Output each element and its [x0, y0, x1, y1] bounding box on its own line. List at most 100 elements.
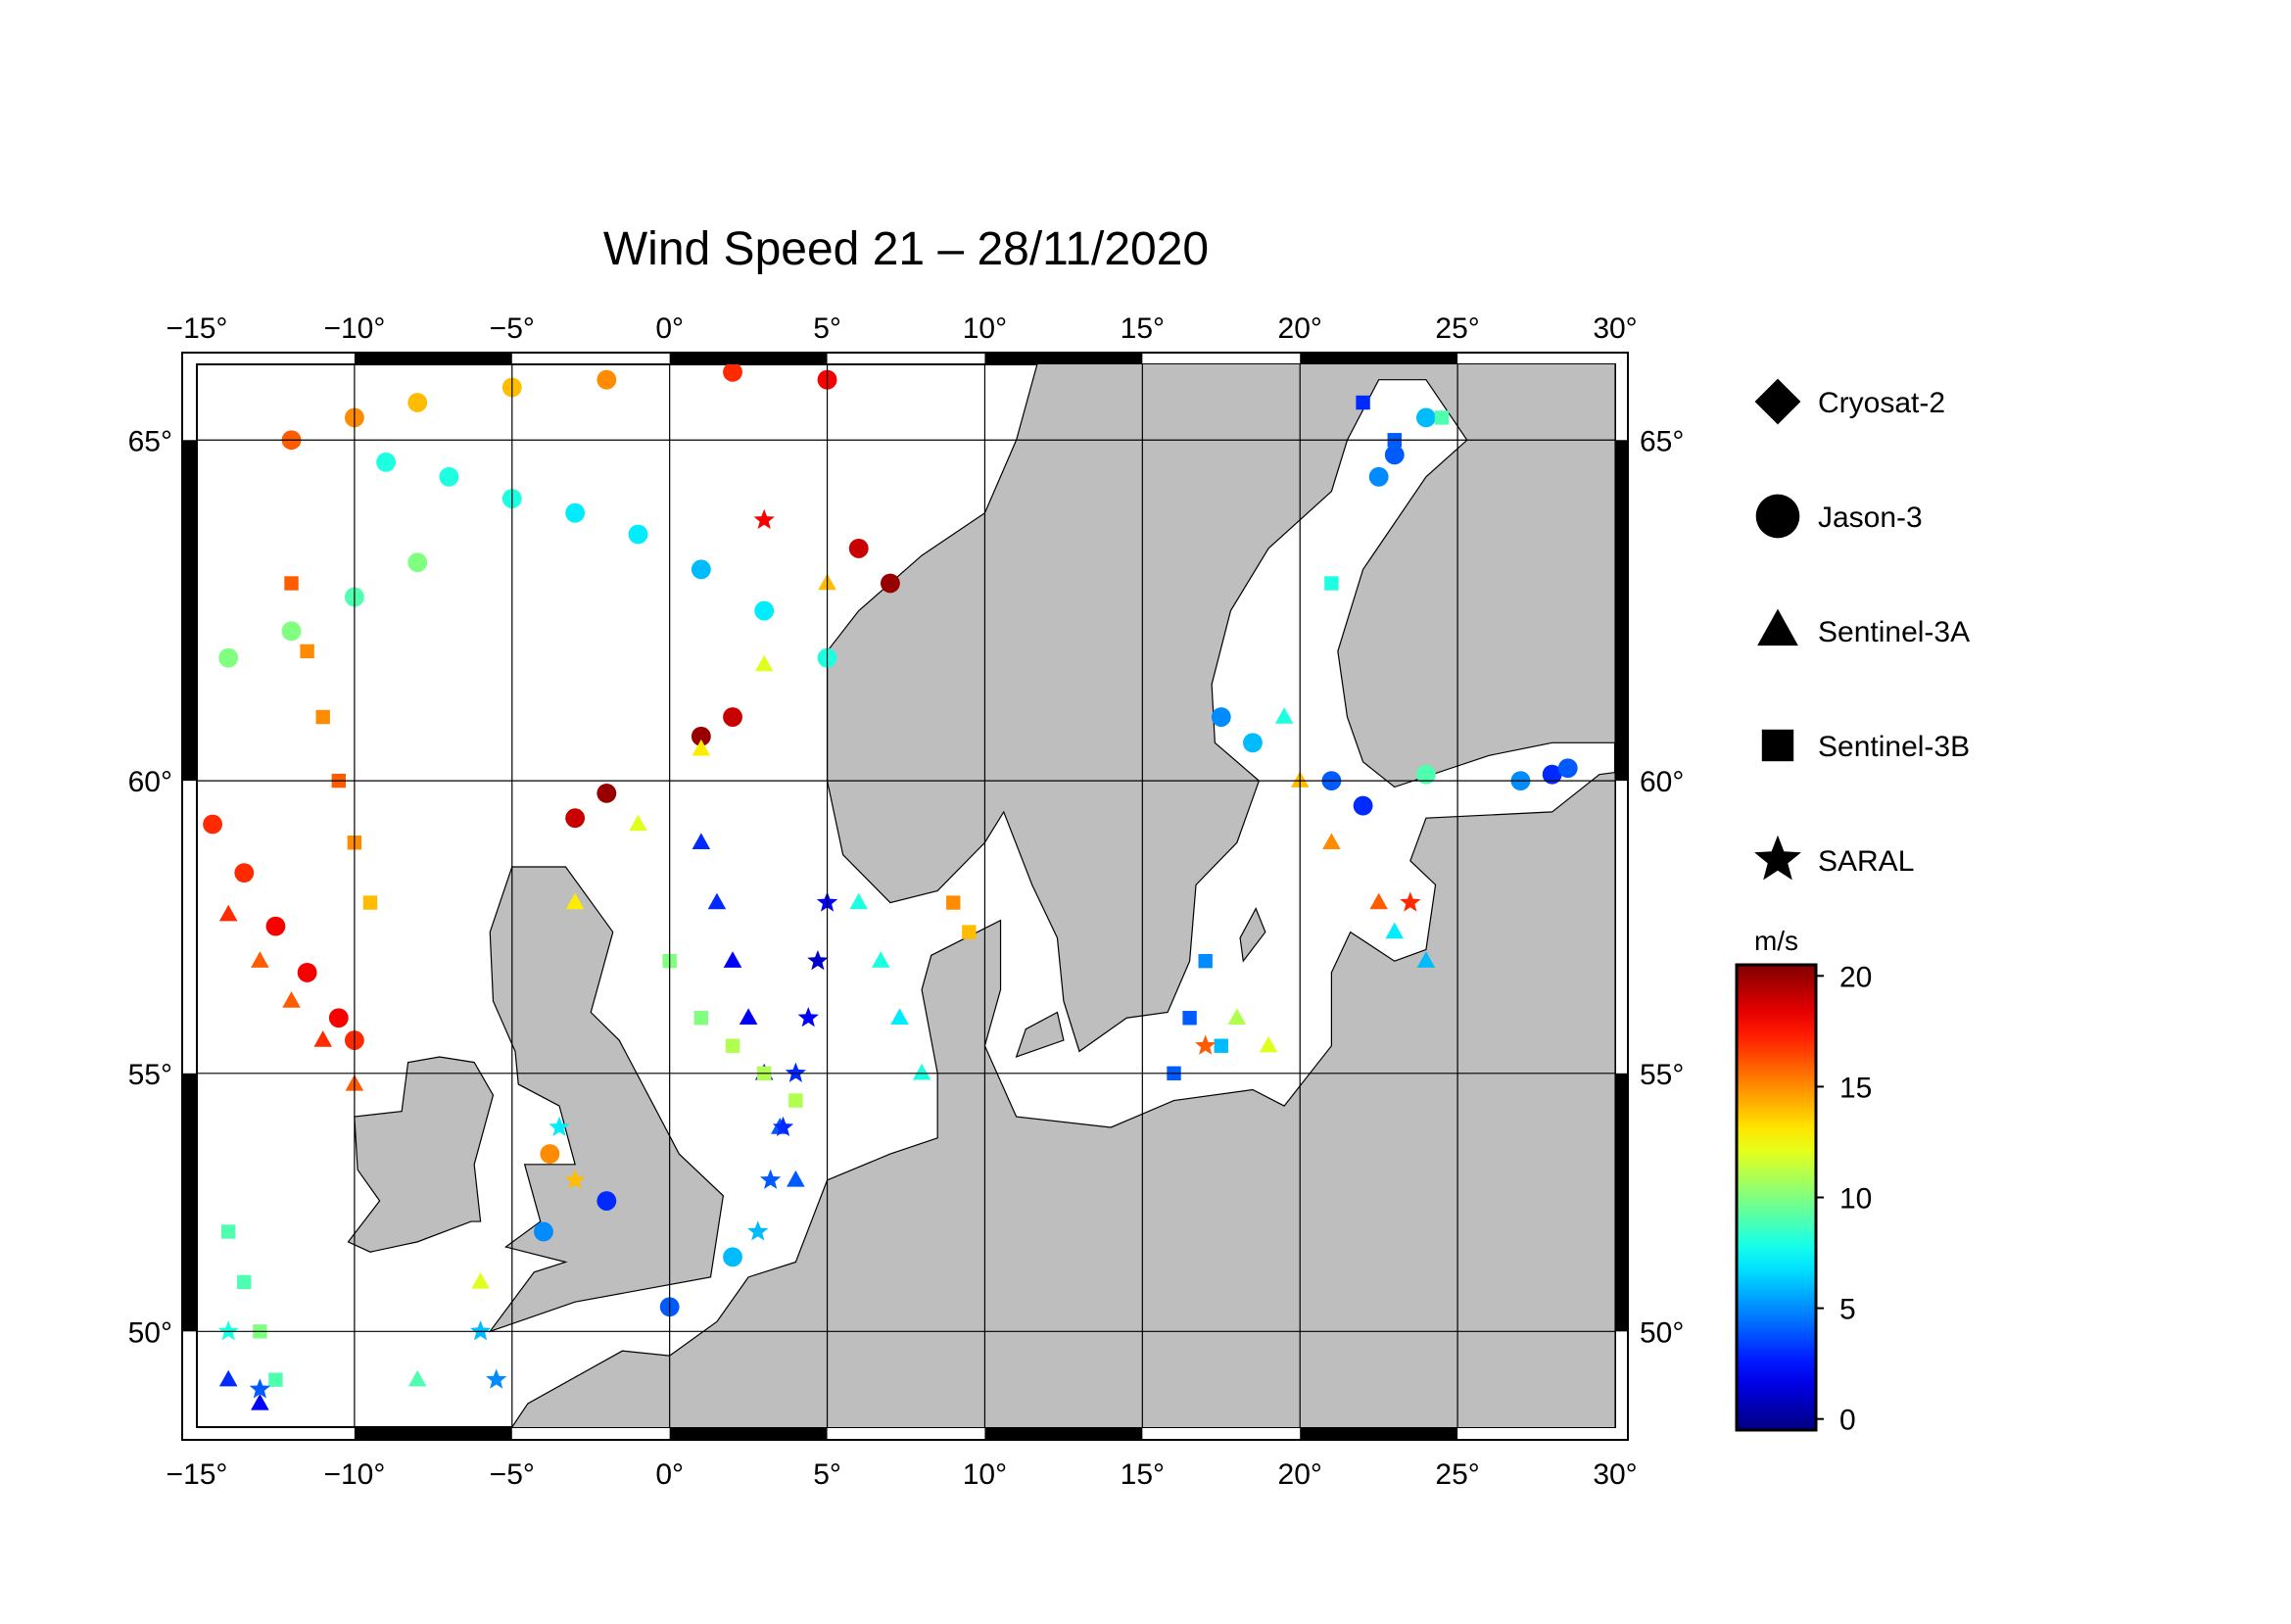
legend-symbol: [1761, 729, 1794, 762]
marker: [691, 559, 711, 580]
marker: [565, 892, 585, 910]
frame-strip: [182, 1073, 197, 1332]
legend-label: Jason-3: [1818, 502, 1923, 534]
marker: [725, 1038, 740, 1053]
marker: [315, 709, 330, 725]
marker: [203, 814, 223, 835]
marker: [693, 1011, 709, 1026]
colorbar-tick-label: 5: [1839, 1294, 1856, 1326]
marker: [890, 1008, 909, 1025]
marker: [1384, 445, 1405, 465]
legend-symbol: [1755, 494, 1800, 539]
y-tick-label: 55°: [128, 1059, 172, 1091]
marker: [754, 600, 775, 621]
x-tick-label: 30°: [1593, 312, 1637, 345]
marker: [723, 707, 742, 727]
marker: [249, 1378, 271, 1399]
marker: [469, 1320, 492, 1341]
marker: [220, 1224, 236, 1239]
marker: [797, 1007, 819, 1027]
marker: [218, 904, 238, 922]
colorbar-label: m/s: [1754, 926, 1798, 956]
marker: [564, 1169, 586, 1189]
colorbar-tick-label: 0: [1839, 1405, 1856, 1437]
marker: [1416, 407, 1436, 428]
marker: [946, 895, 961, 910]
marker: [217, 1320, 239, 1341]
marker: [1416, 764, 1436, 785]
x-tick-label: 15°: [1121, 1458, 1165, 1491]
marker: [540, 1144, 560, 1164]
marker: [629, 814, 647, 832]
land: [488, 866, 725, 1333]
x-tick-label: −10°: [323, 1458, 385, 1491]
frame-strip: [182, 440, 197, 782]
x-tick-label: 20°: [1278, 1458, 1322, 1491]
marker: [313, 1030, 332, 1047]
marker: [1542, 764, 1562, 785]
marker: [439, 466, 459, 487]
marker: [1434, 410, 1450, 425]
marker: [297, 963, 317, 982]
x-tick-label: 20°: [1278, 312, 1322, 345]
x-tick-label: 25°: [1435, 1458, 1479, 1491]
marker: [376, 452, 396, 472]
x-tick-label: 10°: [963, 312, 1007, 345]
frame-strip: [984, 1427, 1143, 1440]
marker: [362, 895, 378, 910]
marker: [300, 644, 314, 659]
marker: [284, 576, 299, 591]
legend-label: SARAL: [1818, 845, 1914, 878]
colorbar: [1735, 963, 1818, 1432]
marker: [281, 621, 302, 642]
marker: [747, 1220, 769, 1241]
marker: [471, 1272, 490, 1289]
marker: [691, 726, 711, 746]
marker: [565, 808, 586, 829]
y-tick-label: 60°: [128, 766, 172, 798]
marker: [1400, 891, 1421, 912]
x-tick-label: 5°: [813, 1458, 841, 1491]
marker: [234, 863, 255, 884]
marker: [407, 393, 428, 412]
marker: [723, 951, 742, 968]
marker: [534, 1221, 553, 1242]
colorbar-tick-label: 15: [1839, 1072, 1872, 1104]
y-tick-label: 65°: [128, 425, 172, 457]
x-tick-label: 10°: [963, 1458, 1007, 1491]
marker: [754, 654, 774, 672]
marker: [807, 949, 829, 971]
x-tick-label: 15°: [1121, 312, 1165, 345]
marker: [1385, 922, 1405, 939]
marker: [912, 1063, 931, 1080]
colorbar-tick-label: 10: [1839, 1183, 1872, 1216]
marker: [486, 1368, 507, 1389]
marker: [628, 524, 648, 545]
map-area: [203, 364, 1615, 1427]
marker: [723, 364, 742, 382]
frame-strip: [1300, 353, 1458, 364]
marker: [759, 1169, 782, 1189]
legend-label: Cryosat-2: [1818, 387, 1945, 419]
legend-label: Sentinel-3A: [1818, 616, 1970, 648]
marker: [1211, 707, 1231, 727]
marker: [739, 1008, 758, 1025]
marker: [218, 647, 239, 668]
marker: [871, 951, 890, 968]
legend-symbol: [1754, 835, 1801, 881]
y-tick-label: 60°: [1640, 766, 1684, 798]
marker: [218, 1369, 238, 1387]
marker: [788, 1093, 803, 1108]
marker: [1353, 795, 1373, 816]
marker: [1214, 1038, 1228, 1053]
y-tick-label: 65°: [1640, 425, 1684, 457]
marker: [597, 783, 617, 803]
x-tick-label: 25°: [1435, 312, 1479, 345]
x-tick-label: −5°: [490, 1458, 535, 1491]
frame-strip: [669, 353, 828, 364]
marker: [328, 1008, 349, 1028]
marker: [1198, 953, 1213, 969]
marker: [597, 369, 617, 390]
marker: [1416, 951, 1436, 968]
